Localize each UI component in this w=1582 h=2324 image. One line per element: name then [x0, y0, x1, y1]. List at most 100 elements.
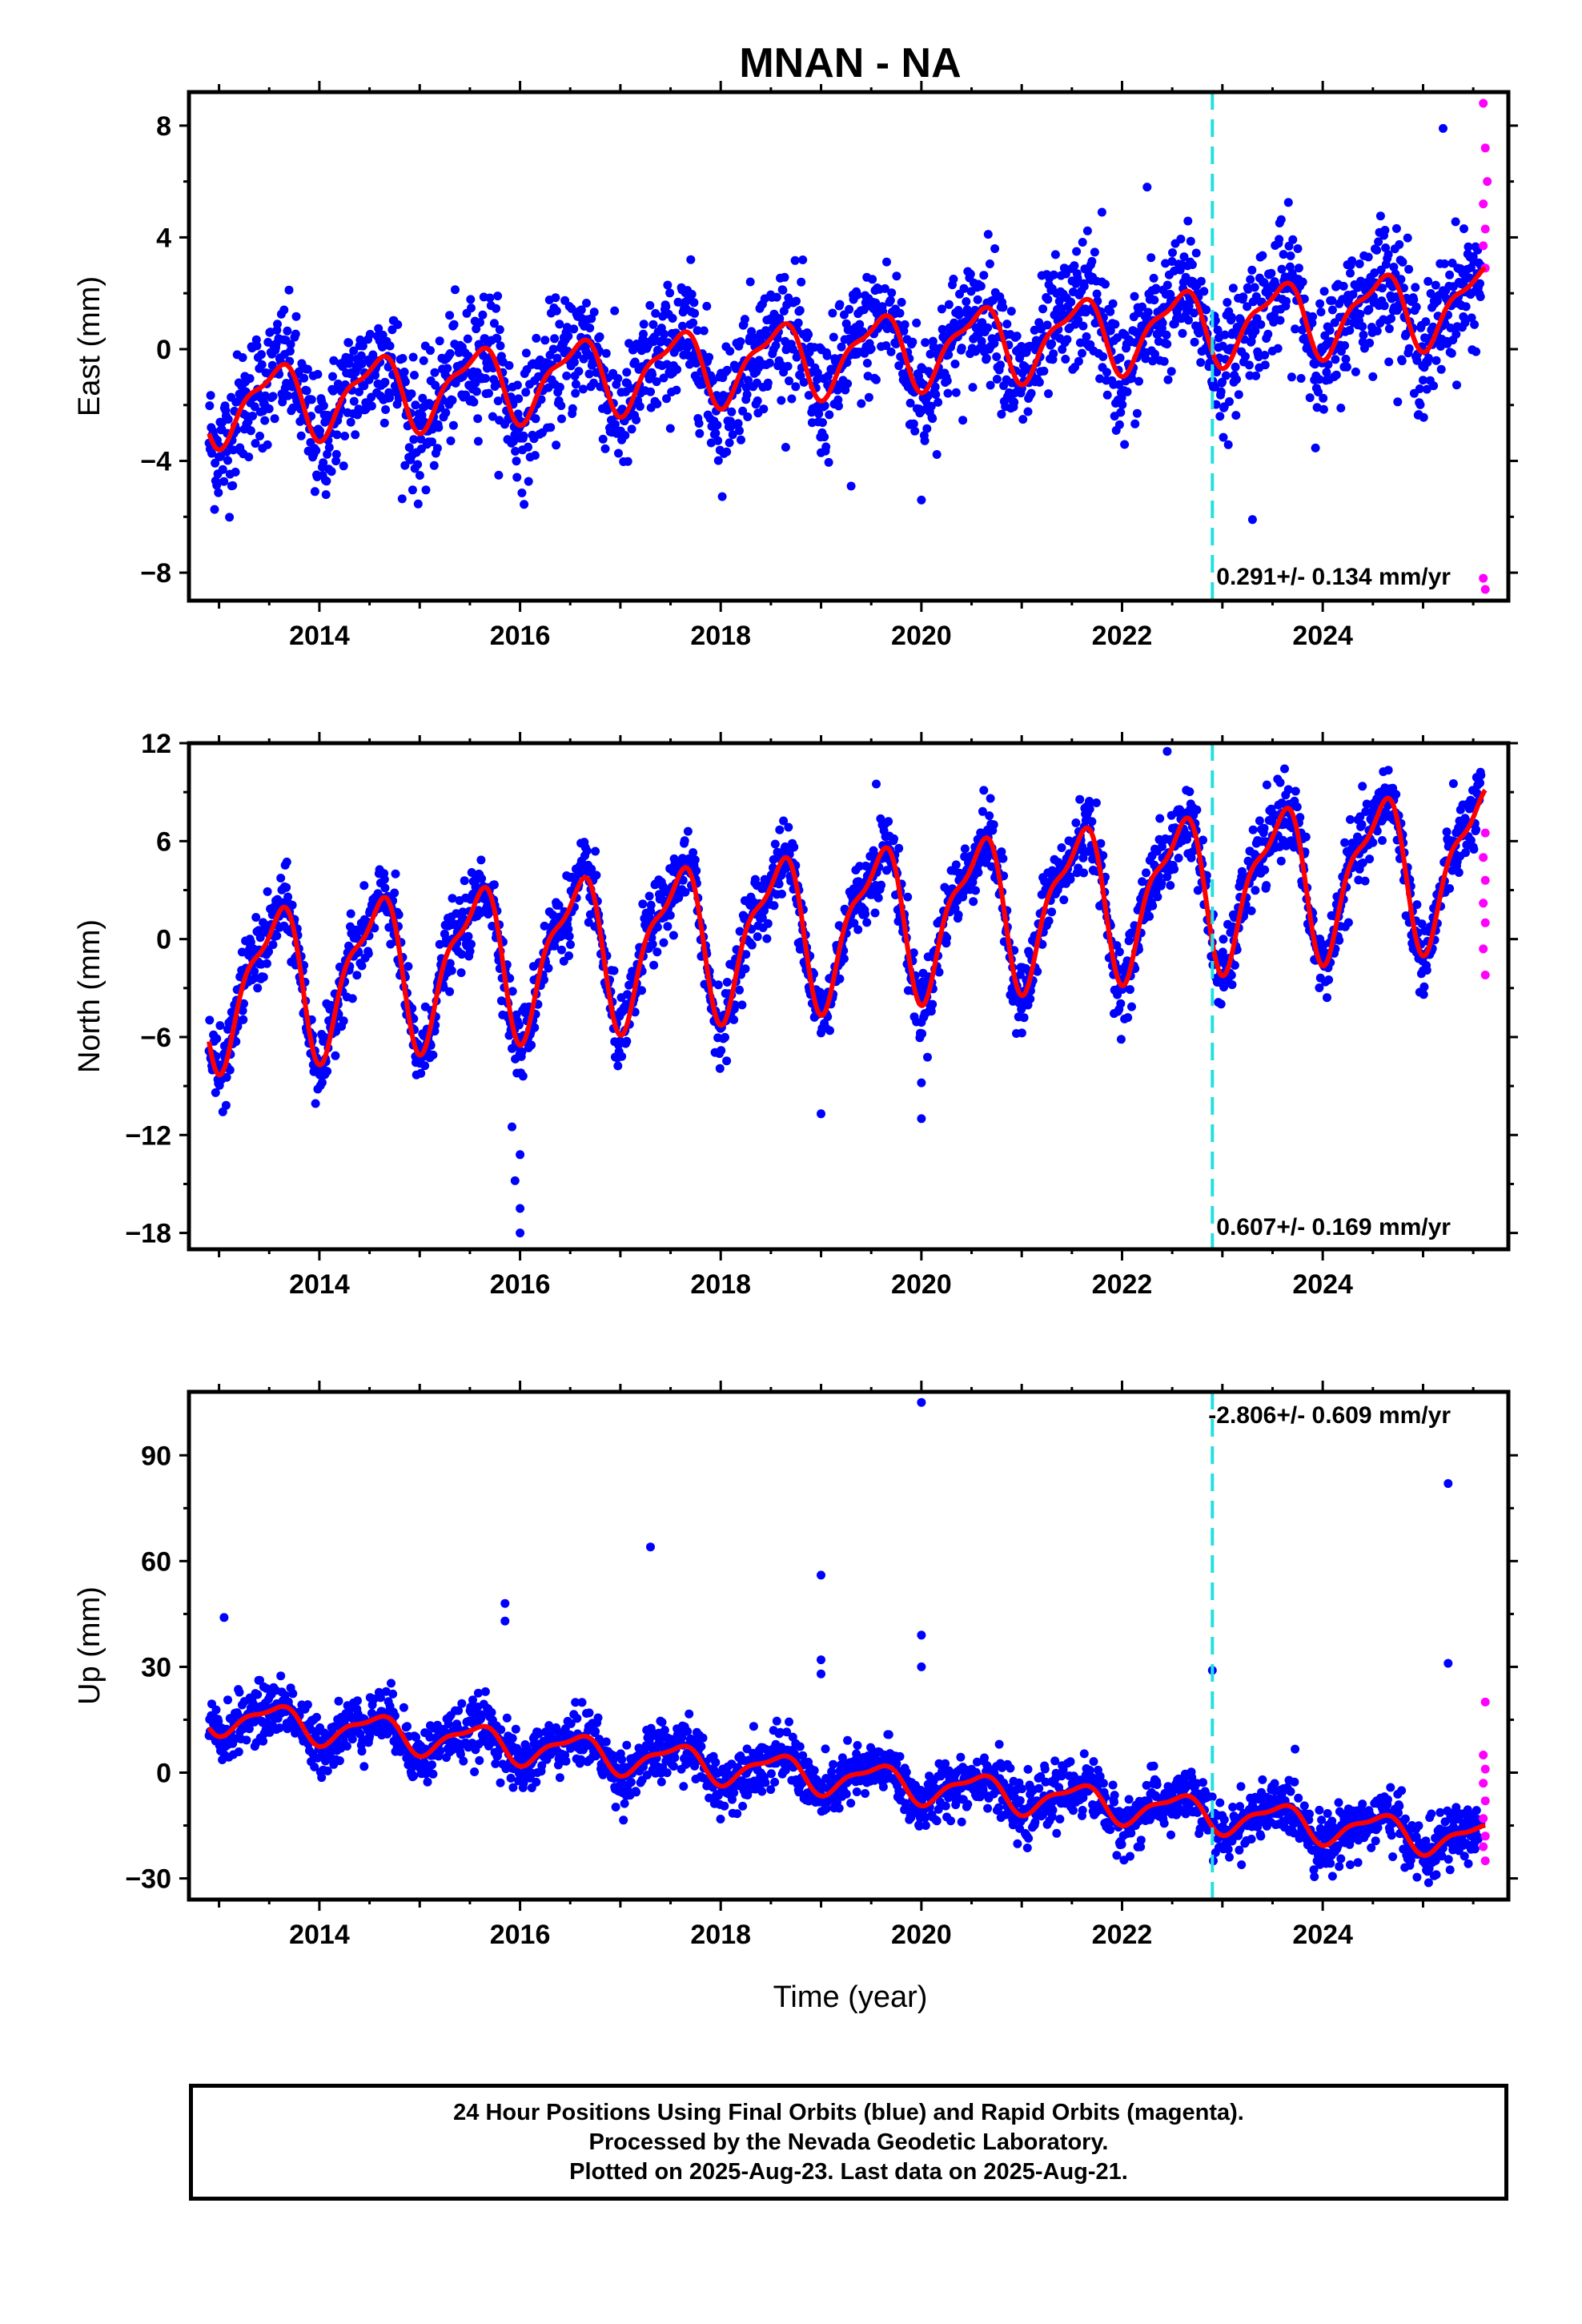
y-tick-label: −4 — [140, 447, 171, 477]
data-point — [589, 378, 598, 388]
data-point — [1186, 236, 1195, 246]
data-point — [638, 899, 648, 909]
data-point — [1378, 836, 1387, 845]
rapid-point — [1480, 828, 1490, 838]
data-point — [1066, 875, 1075, 884]
data-point — [1082, 332, 1091, 341]
data-point — [1464, 242, 1473, 251]
data-point — [622, 368, 632, 377]
model-fit-line — [207, 265, 1487, 452]
data-point — [492, 334, 502, 344]
data-point — [413, 460, 423, 469]
data-point — [1275, 316, 1285, 325]
data-point — [520, 500, 529, 509]
data-point — [693, 326, 702, 336]
data-point — [449, 320, 459, 329]
data-point — [1404, 264, 1414, 274]
data-point — [968, 383, 978, 392]
data-point — [1348, 290, 1358, 300]
data-point — [352, 971, 362, 980]
data-point — [250, 967, 259, 976]
data-point — [447, 966, 456, 975]
outlier-point — [1162, 746, 1172, 756]
data-point — [1047, 339, 1057, 348]
data-point — [1389, 263, 1399, 271]
data-point — [1404, 344, 1414, 353]
rapid-point — [1479, 853, 1488, 862]
data-point — [1372, 326, 1382, 336]
data-point — [713, 436, 723, 445]
data-point — [494, 470, 504, 480]
data-point — [824, 457, 833, 467]
data-point — [1166, 881, 1175, 891]
data-point — [566, 940, 575, 949]
data-point — [252, 341, 262, 351]
data-point — [1106, 326, 1115, 336]
data-point — [1251, 326, 1260, 336]
data-point — [448, 420, 458, 430]
data-point — [983, 230, 993, 239]
outlier-point — [516, 1150, 525, 1160]
data-point — [363, 949, 373, 959]
data-point — [1163, 375, 1173, 384]
data-point — [421, 485, 431, 495]
data-point — [958, 416, 968, 425]
data-point — [645, 300, 655, 310]
data-point — [489, 375, 499, 384]
data-point — [420, 1061, 430, 1071]
data-point — [1010, 397, 1019, 407]
data-point — [690, 855, 700, 865]
data-point — [484, 388, 493, 398]
data-point — [1196, 358, 1206, 368]
data-point — [1179, 252, 1189, 262]
data-point — [990, 244, 1000, 253]
data-point — [1476, 770, 1486, 780]
data-point — [409, 435, 419, 444]
data-point — [1398, 257, 1407, 267]
data-point — [617, 1051, 627, 1061]
data-point — [235, 1687, 244, 1697]
data-point — [722, 978, 732, 987]
data-point — [562, 371, 572, 380]
data-point — [568, 404, 577, 413]
data-point — [1276, 215, 1286, 224]
data-point — [792, 296, 801, 306]
y-tick-label: −8 — [140, 558, 171, 589]
data-point — [1384, 324, 1394, 333]
data-point — [977, 336, 986, 346]
data-point — [735, 927, 745, 936]
data-point — [713, 456, 723, 465]
data-point — [1419, 990, 1428, 999]
data-point — [971, 886, 980, 895]
data-point — [385, 393, 394, 403]
data-point — [985, 811, 994, 821]
data-point — [555, 383, 564, 392]
data-point — [270, 414, 279, 424]
data-point — [1049, 270, 1058, 279]
data-point — [659, 938, 669, 947]
data-point — [954, 910, 963, 919]
data-point — [1331, 355, 1340, 364]
data-point — [584, 369, 594, 379]
data-point — [328, 386, 338, 396]
data-point — [889, 834, 898, 843]
data-point — [692, 866, 701, 875]
data-point — [206, 391, 215, 400]
data-point — [1419, 982, 1429, 991]
data-point — [540, 336, 550, 345]
data-point — [745, 277, 755, 287]
data-point — [532, 333, 541, 343]
data-point — [1049, 349, 1058, 359]
data-point — [680, 836, 689, 846]
data-point — [1241, 352, 1250, 361]
data-point — [496, 341, 505, 351]
data-point — [1276, 856, 1286, 866]
data-point — [926, 401, 936, 411]
data-point — [446, 436, 456, 445]
data-point — [837, 342, 846, 352]
data-point — [1341, 354, 1351, 364]
data-point — [488, 922, 497, 931]
data-point — [251, 913, 261, 922]
data-point — [1452, 329, 1461, 339]
outlier-point — [516, 1204, 525, 1213]
